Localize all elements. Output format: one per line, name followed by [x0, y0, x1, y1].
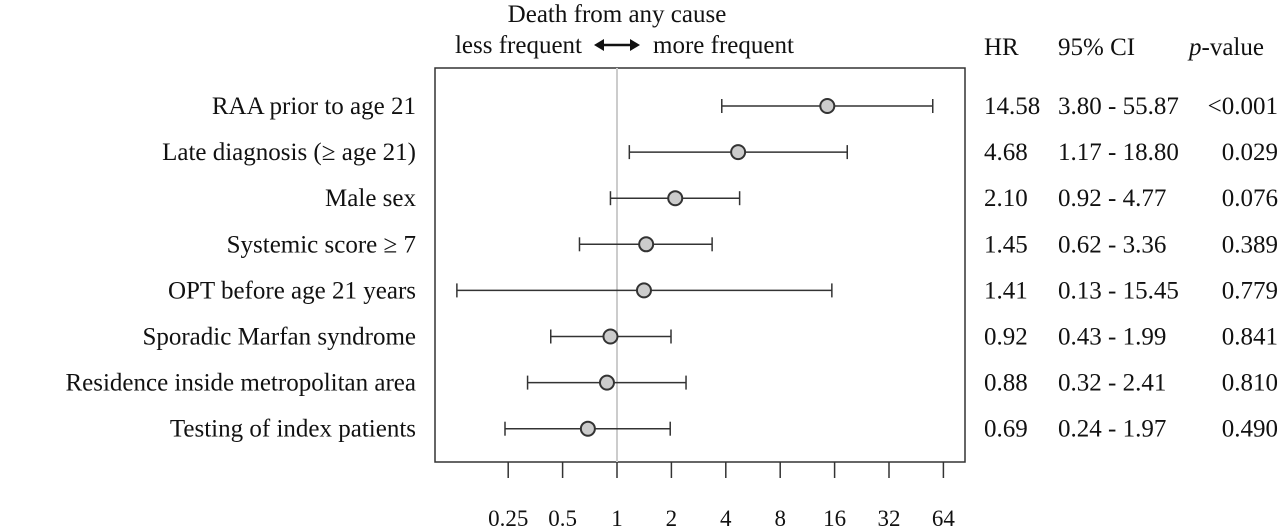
- x-tick-label: 2: [666, 506, 678, 528]
- x-tick-label: 0.5: [548, 506, 577, 528]
- hr-point: [667, 190, 684, 207]
- hr-point: [579, 420, 596, 437]
- plot-frame: [434, 67, 966, 463]
- hr-point: [602, 328, 619, 345]
- direction-left-label: less frequent: [455, 32, 582, 59]
- row-label: OPT before age 21 years: [168, 277, 416, 304]
- p-value: 0.389: [1222, 231, 1278, 258]
- row-label: Sporadic Marfan syndrome: [142, 324, 416, 351]
- column-header-ci: 95% CI: [1058, 34, 1135, 61]
- double-arrow-icon: [594, 39, 640, 51]
- p-value: 0.810: [1222, 370, 1278, 397]
- x-tick-label: 16: [823, 506, 846, 528]
- ci-value: 0.13 - 15.45: [1058, 277, 1179, 304]
- direction-right-label: more frequent: [653, 32, 794, 59]
- ci-value: 0.43 - 1.99: [1058, 324, 1166, 351]
- hr-point: [598, 374, 615, 391]
- p-value: 0.076: [1222, 185, 1278, 212]
- row-label: Residence inside metropolitan area: [65, 370, 416, 397]
- column-header-hr: HR: [984, 34, 1019, 61]
- chart-title: Death from any cause: [508, 1, 727, 28]
- forest-row: Late diagnosis (≥ age 21) 4.68 1.17 - 18.8…: [162, 139, 1278, 166]
- p-value: 0.841: [1222, 324, 1278, 351]
- pvalue-suffix: -value: [1202, 34, 1264, 61]
- hr-value: 0.69: [984, 416, 1028, 443]
- hr-value: 0.92: [984, 324, 1028, 351]
- x-tick-label: 32: [878, 506, 901, 528]
- forest-row: Testing of index patients 0.69 0.24 - 1.97…: [170, 416, 1278, 443]
- forest-row: RAA prior to age 21 14.58 3.80 - 55.87 <0.0…: [212, 93, 1278, 120]
- ci-value: 0.92 - 4.77: [1058, 185, 1166, 212]
- column-header-pvalue: p-value: [1187, 34, 1264, 61]
- hr-point: [638, 236, 655, 253]
- hr-value: 1.41: [984, 277, 1028, 304]
- hr-value: 0.88: [984, 370, 1028, 397]
- x-tick-label: 0.25: [488, 506, 528, 528]
- forest-row: Residence inside metropolitan area 0.88 0.…: [65, 370, 1278, 397]
- ci-value: 3.80 - 55.87: [1058, 93, 1179, 120]
- hr-point: [819, 98, 836, 114]
- hr-point: [635, 282, 652, 299]
- x-tick-label: 64: [932, 506, 956, 528]
- ci-value: 0.62 - 3.36: [1058, 231, 1166, 258]
- p-value: 0.490: [1222, 416, 1278, 443]
- forest-row: OPT before age 21 years 1.41 0.13 - 15.45 0…: [168, 277, 1278, 304]
- hr-point: [730, 144, 747, 161]
- forest-row: Systemic score ≥ 7 1.45 0.62 - 3.36 0.389: [227, 231, 1278, 258]
- x-tick-label: 4: [720, 506, 732, 528]
- row-label: Testing of index patients: [170, 416, 416, 443]
- p-value: 0.029: [1222, 139, 1278, 166]
- row-label: Late diagnosis (≥ age 21): [162, 139, 416, 166]
- p-value: <0.001: [1208, 93, 1278, 120]
- row-label: Systemic score ≥ 7: [227, 231, 416, 258]
- hr-value: 2.10: [984, 185, 1028, 212]
- pvalue-italic-p: p: [1187, 34, 1202, 61]
- row-label: Male sex: [325, 185, 416, 212]
- hr-value: 14.58: [984, 93, 1040, 120]
- hr-value: 1.45: [984, 231, 1028, 258]
- p-value: 0.779: [1222, 277, 1278, 304]
- ci-value: 0.24 - 1.97: [1058, 416, 1166, 443]
- hr-value: 4.68: [984, 139, 1028, 166]
- ci-value: 0.32 - 2.41: [1058, 370, 1166, 397]
- forest-row: Male sex 2.10 0.92 - 4.77 0.076: [325, 185, 1278, 212]
- forest-row: Sporadic Marfan syndrome 0.92 0.43 - 1.99 0…: [142, 324, 1278, 351]
- x-tick-label: 1: [611, 506, 623, 528]
- ci-value: 1.17 - 18.80: [1058, 139, 1179, 166]
- row-label: RAA prior to age 21: [212, 93, 416, 120]
- x-tick-label: 8: [774, 506, 786, 528]
